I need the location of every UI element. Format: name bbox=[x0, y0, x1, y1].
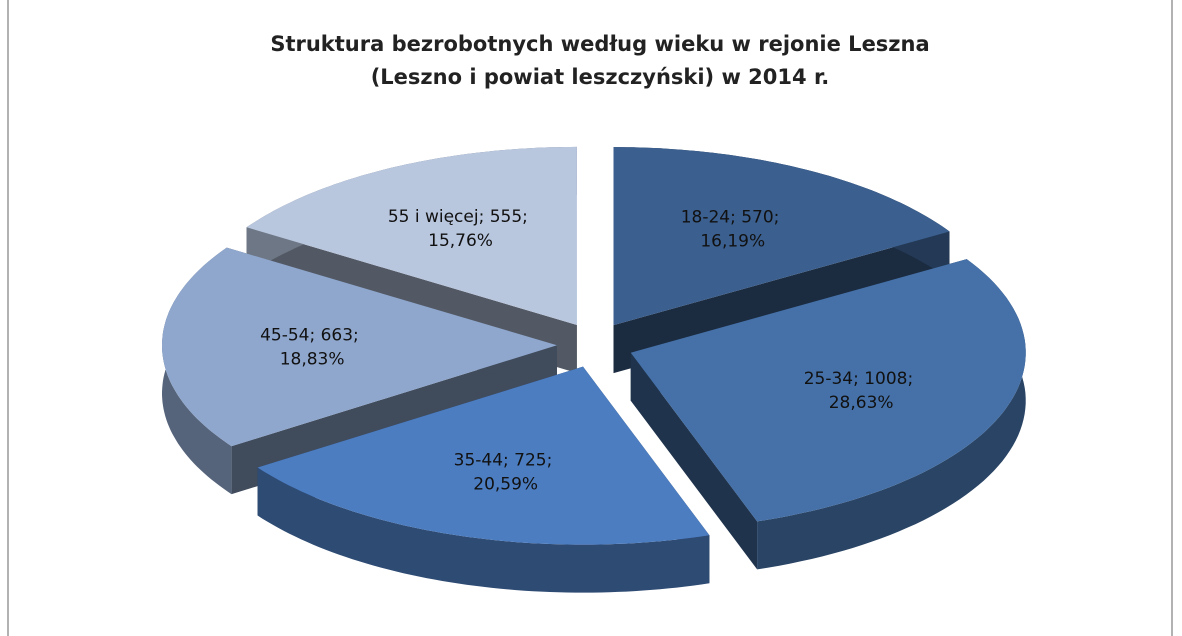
data-label: 18-24; 570; 16,19% bbox=[681, 208, 785, 252]
data-label-line: 35-44; 725; bbox=[454, 450, 558, 470]
data-label: 35-44; 725; 20,59% bbox=[454, 450, 558, 494]
data-label-line: 55 i więcej; 555; bbox=[388, 207, 534, 227]
slice-side bbox=[630, 352, 758, 570]
data-label-line: 15,76% bbox=[428, 231, 493, 251]
pie-slice bbox=[257, 366, 710, 593]
slice-wall bbox=[757, 259, 1026, 570]
slice-top bbox=[613, 147, 950, 326]
slice-top bbox=[630, 259, 1026, 522]
pie-slice bbox=[630, 259, 1026, 570]
slice-top bbox=[162, 247, 558, 447]
slice-top bbox=[246, 146, 577, 325]
slice-wall bbox=[257, 467, 710, 593]
data-label-line: 28,63% bbox=[829, 393, 894, 413]
data-label-line: 18-24; 570; bbox=[681, 208, 785, 228]
data-label-line: 25-34; 1008; bbox=[804, 369, 919, 389]
data-label: 25-34; 1008; 28,63% bbox=[804, 369, 919, 413]
slice-top bbox=[257, 366, 710, 545]
data-label-line: 45-54; 663; bbox=[260, 325, 364, 345]
chart-title: (Leszno i powiat leszczyński) w 2014 r. bbox=[371, 65, 830, 89]
data-label-line: 20,59% bbox=[473, 474, 538, 494]
data-label: 55 i więcej; 555; 15,76% bbox=[388, 207, 534, 251]
data-label-line: 16,19% bbox=[700, 232, 765, 252]
data-label: 45-54; 663; 18,83% bbox=[260, 325, 364, 369]
chart-title: Struktura bezrobotnych według wieku w re… bbox=[270, 32, 929, 56]
data-label-line: 18,83% bbox=[280, 349, 345, 369]
